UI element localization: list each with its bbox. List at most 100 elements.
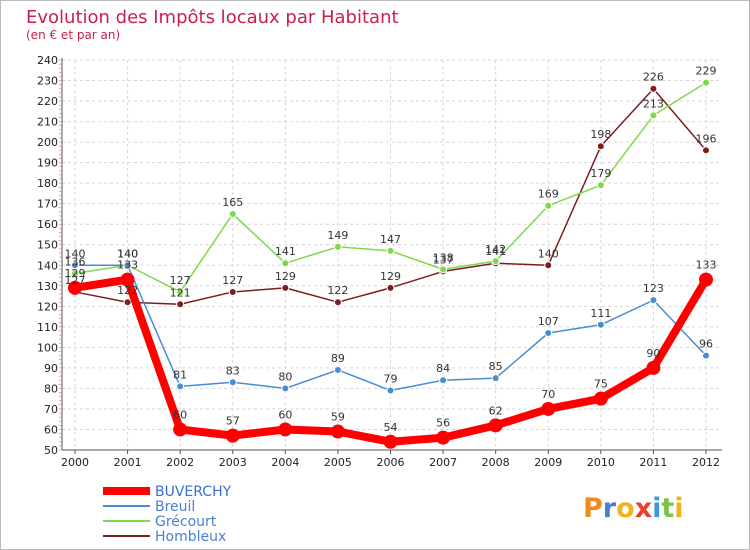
- data-label: 127: [222, 274, 243, 287]
- data-label: 136: [65, 255, 86, 268]
- y-tick-label: 230: [37, 75, 58, 88]
- legend-label: Hombleux: [155, 529, 226, 545]
- x-tick-label: 2011: [639, 456, 667, 469]
- data-point: [333, 298, 342, 307]
- x-tick-label: 2009: [534, 456, 562, 469]
- data-label: 133: [696, 259, 717, 272]
- y-tick-label: 90: [44, 362, 58, 375]
- data-point: [281, 259, 290, 268]
- y-tick-label: 120: [37, 300, 58, 313]
- y-tick-label: 180: [37, 177, 58, 190]
- y-tick-label: 60: [44, 423, 58, 436]
- y-tick-label: 150: [37, 239, 58, 252]
- data-label: 60: [173, 408, 187, 421]
- data-label: 179: [590, 167, 611, 180]
- x-tick-label: 2005: [324, 456, 352, 469]
- legend-label: Grécourt: [155, 514, 217, 530]
- data-label: 90: [646, 347, 660, 360]
- data-point: [544, 201, 553, 210]
- data-label: 149: [327, 229, 348, 242]
- x-tick-label: 2010: [587, 456, 615, 469]
- data-point: [333, 365, 342, 374]
- data-point: [173, 422, 188, 437]
- y-tick-label: 210: [37, 116, 58, 129]
- data-point: [488, 418, 503, 433]
- logo-letter: P: [583, 493, 603, 524]
- data-point: [491, 257, 500, 266]
- data-label: 140: [117, 247, 138, 260]
- data-label: 196: [696, 132, 717, 145]
- data-label: 127: [170, 274, 191, 287]
- data-label: 60: [278, 408, 292, 421]
- data-point: [228, 209, 237, 218]
- data-point: [68, 280, 82, 295]
- data-label: 213: [643, 97, 664, 110]
- chart-subtitle: (en € et par an): [26, 28, 120, 42]
- data-label: 122: [327, 284, 348, 297]
- x-tick-label: 2008: [482, 456, 510, 469]
- data-label: 83: [226, 364, 240, 377]
- data-point: [596, 181, 605, 190]
- y-tick-label: 80: [44, 382, 58, 395]
- data-label: 141: [275, 245, 296, 258]
- y-tick-label: 110: [37, 321, 58, 334]
- data-point: [439, 376, 448, 385]
- data-point: [176, 382, 185, 391]
- data-label: 54: [384, 421, 398, 434]
- data-label: 89: [331, 352, 345, 365]
- data-label: 140: [538, 247, 559, 260]
- chart-title: Evolution des Impôts locaux par Habitant: [26, 7, 399, 28]
- data-point: [702, 146, 710, 155]
- data-label: 226: [643, 71, 664, 84]
- data-point: [123, 261, 132, 270]
- data-label: 59: [331, 411, 345, 424]
- data-point: [649, 111, 658, 120]
- data-point: [228, 287, 237, 296]
- data-label: 127: [65, 274, 86, 287]
- data-point: [120, 272, 135, 287]
- y-tick-label: 70: [44, 403, 58, 416]
- logo-letter: t: [661, 493, 674, 524]
- logo-letter: o: [616, 493, 635, 524]
- data-label: 129: [275, 270, 296, 283]
- data-point: [386, 283, 395, 292]
- data-point: [702, 78, 710, 87]
- data-point: [439, 265, 448, 274]
- y-tick-label: 140: [37, 259, 58, 272]
- logo-letter: i: [674, 493, 683, 524]
- data-point: [330, 424, 345, 439]
- data-point: [649, 296, 658, 305]
- x-tick-label: 2003: [219, 456, 247, 469]
- data-point: [176, 287, 185, 296]
- data-label: 129: [380, 270, 401, 283]
- data-label: 111: [590, 307, 611, 320]
- logo-letter: x: [635, 493, 652, 524]
- x-tick-label: 2007: [429, 456, 457, 469]
- data-point: [386, 246, 395, 255]
- data-label: 165: [222, 196, 243, 209]
- data-point: [699, 272, 713, 287]
- data-label: 80: [278, 370, 292, 383]
- logo-letter: r: [603, 493, 617, 524]
- x-tick-label: 2002: [166, 456, 194, 469]
- data-label: 123: [643, 282, 664, 295]
- data-label: 229: [696, 65, 717, 78]
- data-point: [593, 391, 608, 406]
- data-label: 85: [489, 360, 503, 373]
- data-point: [278, 422, 293, 437]
- proxiti-logo: Proxiti: [583, 493, 684, 524]
- data-point: [596, 320, 605, 329]
- data-point: [383, 434, 398, 449]
- data-point: [596, 142, 605, 151]
- data-label: 107: [538, 315, 559, 328]
- data-label: 75: [594, 378, 608, 391]
- data-label: 96: [699, 338, 713, 351]
- data-label: 140: [117, 247, 138, 260]
- y-tick-label: 130: [37, 280, 58, 293]
- data-point: [225, 428, 240, 443]
- y-tick-label: 50: [44, 444, 58, 457]
- series: [68, 78, 713, 449]
